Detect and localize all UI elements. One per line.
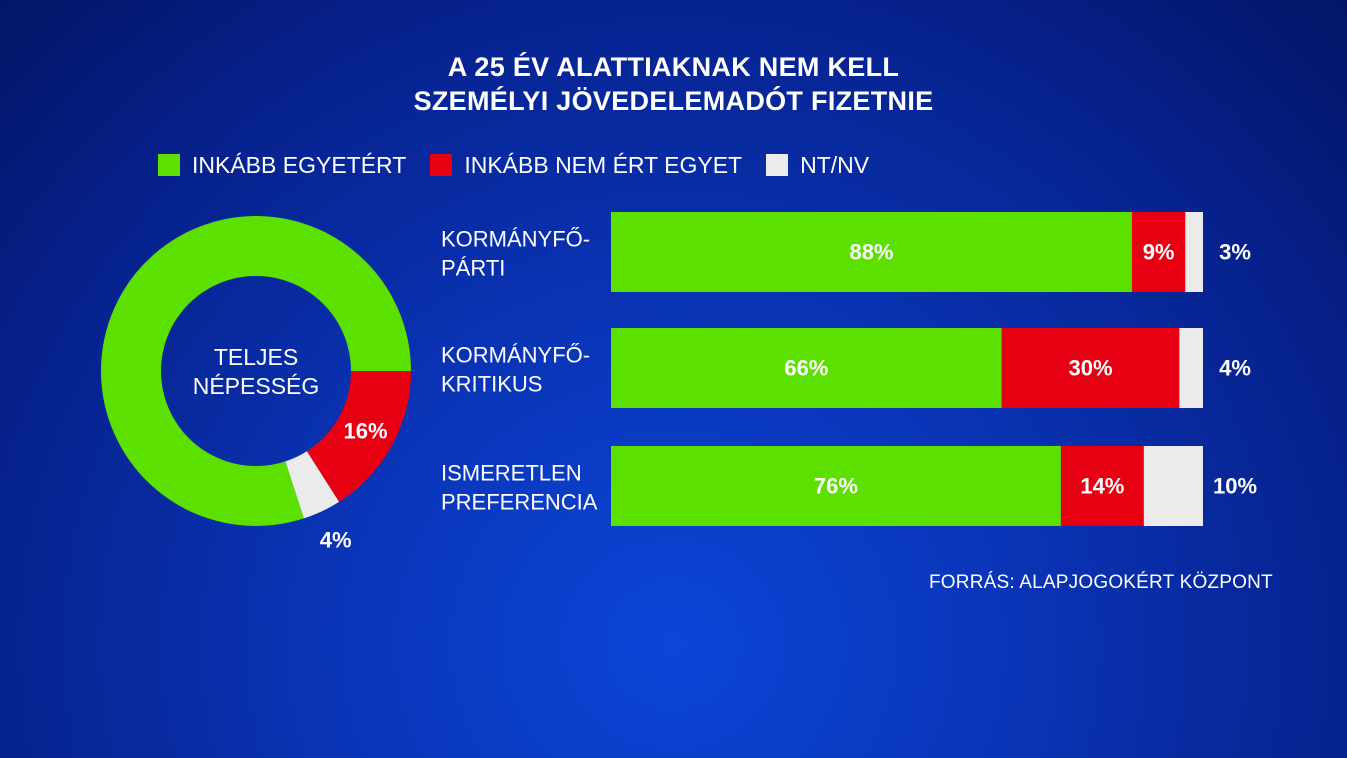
bar-value-label-3-1: 76% <box>814 474 858 499</box>
legend-label-disagree: INKÁBB NEM ÉRT EGYET <box>464 151 743 178</box>
bar-segment-2-3 <box>1179 328 1203 408</box>
bar-category-label-3-line-1: ISMERETLEN <box>441 461 582 486</box>
legend-item-unknown: NT/NV <box>766 152 869 179</box>
legend-swatch-unknown <box>766 154 789 176</box>
legend-item-agree: INKÁBB EGYETÉRT <box>158 152 406 179</box>
title-line-1: A 25 ÉV ALATTIAKNAK NEM KELL <box>447 52 900 82</box>
bar-category-label-2-line-1: KORMÁNYFŐ- <box>441 343 590 368</box>
bar-category-label-3-line-2: PREFERENCIA <box>441 490 598 515</box>
legend-label-unknown: NT/NV <box>800 151 870 178</box>
legend-label-agree: INKÁBB EGYETÉRT <box>192 151 407 178</box>
bar-segment-3-3 <box>1143 446 1203 526</box>
donut-value-label-2: 16% <box>344 419 388 444</box>
legend-item-disagree: INKÁBB NEM ÉRT EGYET <box>430 152 742 179</box>
bar-segment-1-1 <box>611 212 1132 292</box>
legend: INKÁBB EGYETÉRT INKÁBB NEM ÉRT EGYET NT/… <box>158 150 893 180</box>
donut-slice-3 <box>285 451 340 519</box>
donut-value-label-3: 4% <box>320 528 352 553</box>
bar-segment-3-1 <box>611 446 1061 526</box>
donut-center-label-line-2: NÉPESSÉG <box>193 373 320 399</box>
bar-value-label-2-1: 66% <box>784 356 828 381</box>
legend-swatch-agree <box>158 154 180 176</box>
bar-value-label-1-3: 3% <box>1219 240 1251 265</box>
donut-slice-1 <box>100 215 411 526</box>
bar-value-label-3-3: 10% <box>1213 474 1257 499</box>
bar-value-label-2-2: 30% <box>1068 356 1112 381</box>
bar-category-label-1-line-1: KORMÁNYFŐ- <box>441 227 590 252</box>
bar-category-label-1-line-2: PÁRTI <box>441 256 505 281</box>
bar-category-label-2-line-2: KRITIKUS <box>441 372 542 397</box>
source-note: FORRÁS: ALAPJOGOKÉRT KÖZPONT <box>929 572 1273 593</box>
donut-center-label-line-1: TELJES <box>214 344 298 370</box>
bar-segment-1-3 <box>1185 212 1203 292</box>
bar-segment-2-1 <box>611 328 1002 408</box>
bar-value-label-3-2: 14% <box>1080 474 1124 499</box>
bar-value-label-2-3: 4% <box>1219 356 1251 381</box>
bar-segment-3-2 <box>1060 446 1144 526</box>
bar-value-label-1-2: 9% <box>1143 240 1175 265</box>
bar-segment-1-2 <box>1131 212 1186 292</box>
bar-value-label-1-1: 88% <box>849 240 893 265</box>
title-line-2: SZEMÉLYI JÖVEDELEMADÓT FIZETNIE <box>413 86 934 116</box>
chart-title: A 25 ÉV ALATTIAKNAK NEM KELL SZEMÉLYI JÖ… <box>0 50 1347 118</box>
bar-segment-2-2 <box>1001 328 1180 408</box>
legend-swatch-disagree <box>430 154 453 176</box>
donut-slice-2 <box>306 371 411 502</box>
